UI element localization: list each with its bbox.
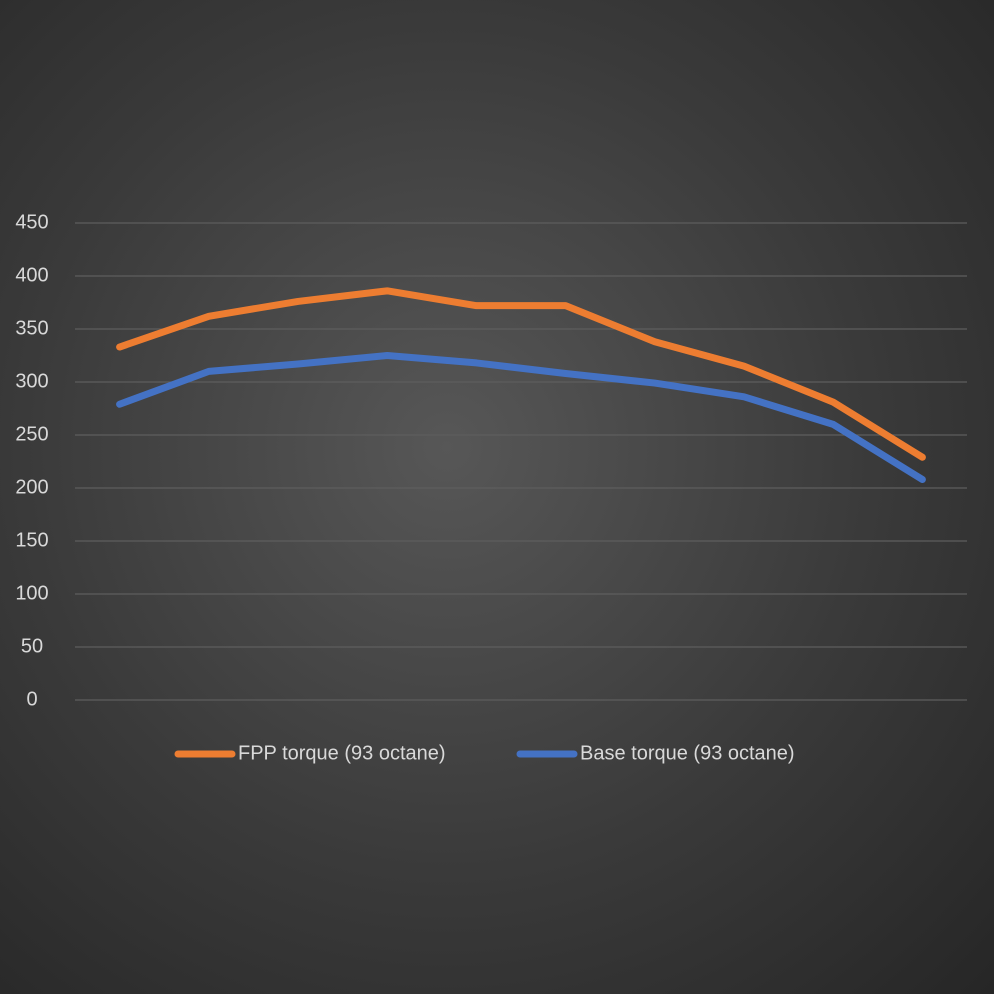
y-tick-label: 50 xyxy=(21,635,43,657)
y-tick-label: 300 xyxy=(15,370,48,392)
y-tick-label: 450 xyxy=(15,211,48,233)
y-tick-label: 350 xyxy=(15,317,48,339)
y-tick-label: 400 xyxy=(15,264,48,286)
series-line xyxy=(116,352,926,484)
legend-label: Base torque (93 octane) xyxy=(580,742,795,764)
y-tick-label: 100 xyxy=(15,582,48,604)
series-line xyxy=(116,287,926,461)
y-tick-label: 150 xyxy=(15,529,48,551)
y-tick-label: 250 xyxy=(15,423,48,445)
legend-label: FPP torque (93 octane) xyxy=(238,742,446,764)
y-tick-label: 200 xyxy=(15,476,48,498)
y-tick-label: 0 xyxy=(26,688,37,710)
